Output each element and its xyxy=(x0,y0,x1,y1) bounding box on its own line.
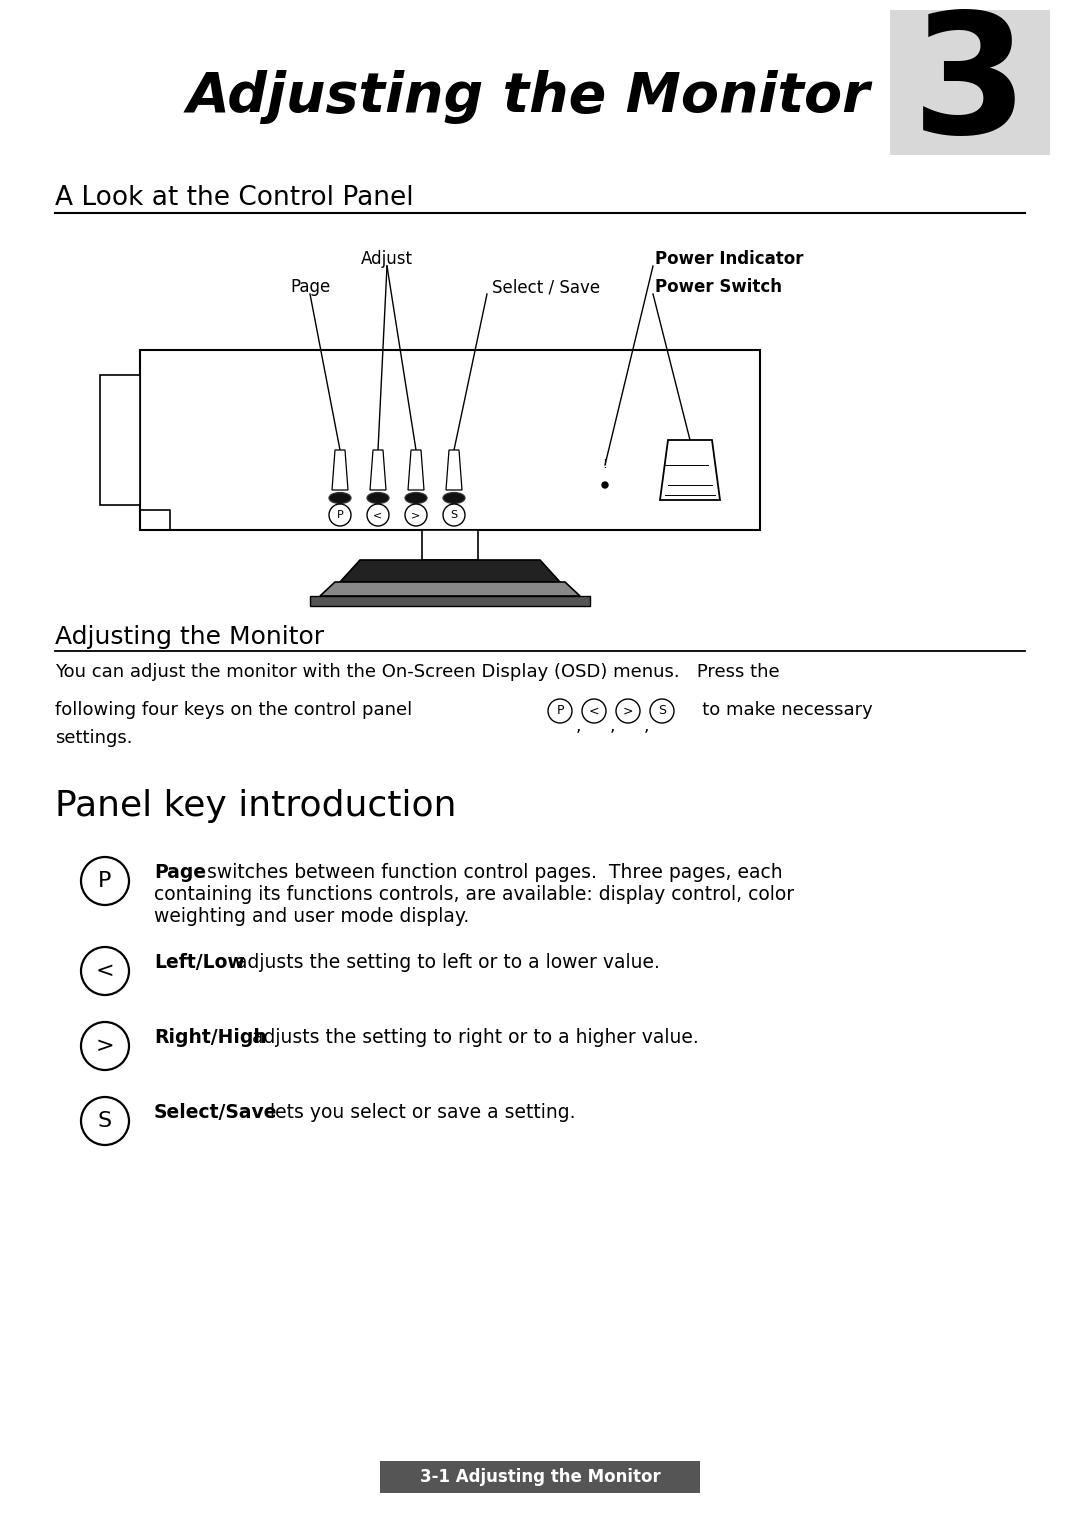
Text: weighting and user mode display.: weighting and user mode display. xyxy=(154,906,469,926)
Ellipse shape xyxy=(443,493,465,504)
Polygon shape xyxy=(660,439,720,501)
Polygon shape xyxy=(320,581,580,597)
Text: 3: 3 xyxy=(912,6,1028,169)
Text: Select/Save: Select/Save xyxy=(154,1103,278,1122)
Text: <: < xyxy=(374,510,382,520)
Bar xyxy=(422,530,478,560)
Text: <: < xyxy=(96,961,114,981)
Text: P: P xyxy=(556,705,564,717)
Text: 3-1 Adjusting the Monitor: 3-1 Adjusting the Monitor xyxy=(420,1468,660,1486)
Text: S: S xyxy=(98,1111,112,1131)
Polygon shape xyxy=(446,450,462,490)
Polygon shape xyxy=(408,450,424,490)
Text: Select / Save: Select / Save xyxy=(492,278,600,296)
Text: Panel key introduction: Panel key introduction xyxy=(55,789,457,823)
Text: Adjusting the Monitor: Adjusting the Monitor xyxy=(55,626,324,649)
Polygon shape xyxy=(370,450,386,490)
Text: adjusts the setting to left or to a lower value.: adjusts the setting to left or to a lowe… xyxy=(230,954,660,972)
Text: Power Indicator: Power Indicator xyxy=(654,250,804,269)
Text: >: > xyxy=(623,705,633,717)
Bar xyxy=(140,349,760,530)
Text: Right/High: Right/High xyxy=(154,1029,267,1047)
Ellipse shape xyxy=(329,493,351,504)
Text: >: > xyxy=(96,1036,114,1056)
Ellipse shape xyxy=(367,493,389,504)
Circle shape xyxy=(602,482,608,488)
Text: Page: Page xyxy=(289,278,330,296)
Polygon shape xyxy=(332,450,348,490)
Text: !: ! xyxy=(603,458,607,472)
Text: ,: , xyxy=(576,717,581,736)
Bar xyxy=(890,11,1050,156)
Text: Power Switch: Power Switch xyxy=(654,278,782,296)
Text: P: P xyxy=(337,510,343,520)
Ellipse shape xyxy=(405,493,427,504)
Text: Left/Low: Left/Low xyxy=(154,954,245,972)
Text: lets you select or save a setting.: lets you select or save a setting. xyxy=(264,1103,576,1122)
Text: to make necessary: to make necessary xyxy=(685,700,873,719)
Text: ,: , xyxy=(644,717,649,736)
Text: Adjusting the Monitor: Adjusting the Monitor xyxy=(187,70,870,125)
Bar xyxy=(310,597,590,606)
Text: <: < xyxy=(589,705,599,717)
Text: A Look at the Control Panel: A Look at the Control Panel xyxy=(55,185,414,211)
Text: S: S xyxy=(450,510,458,520)
Text: You can adjust the monitor with the On-Screen Display (OSD) menus.   Press the: You can adjust the monitor with the On-S… xyxy=(55,662,780,681)
Text: settings.: settings. xyxy=(55,729,133,748)
Text: adjusts the setting to right or to a higher value.: adjusts the setting to right or to a hig… xyxy=(246,1029,699,1047)
Text: ,: , xyxy=(609,717,615,736)
Text: Adjust: Adjust xyxy=(361,250,413,269)
Text: P: P xyxy=(98,871,111,891)
Text: Page: Page xyxy=(154,864,206,882)
Text: containing its functions controls, are available: display control, color: containing its functions controls, are a… xyxy=(154,885,794,903)
Bar xyxy=(100,375,140,505)
Text: >: > xyxy=(411,510,420,520)
Bar xyxy=(380,1460,700,1492)
Text: following four keys on the control panel: following four keys on the control panel xyxy=(55,700,413,719)
Text: S: S xyxy=(658,705,666,717)
Text: switches between function control pages.  Three pages, each: switches between function control pages.… xyxy=(201,864,783,882)
Polygon shape xyxy=(340,560,561,581)
